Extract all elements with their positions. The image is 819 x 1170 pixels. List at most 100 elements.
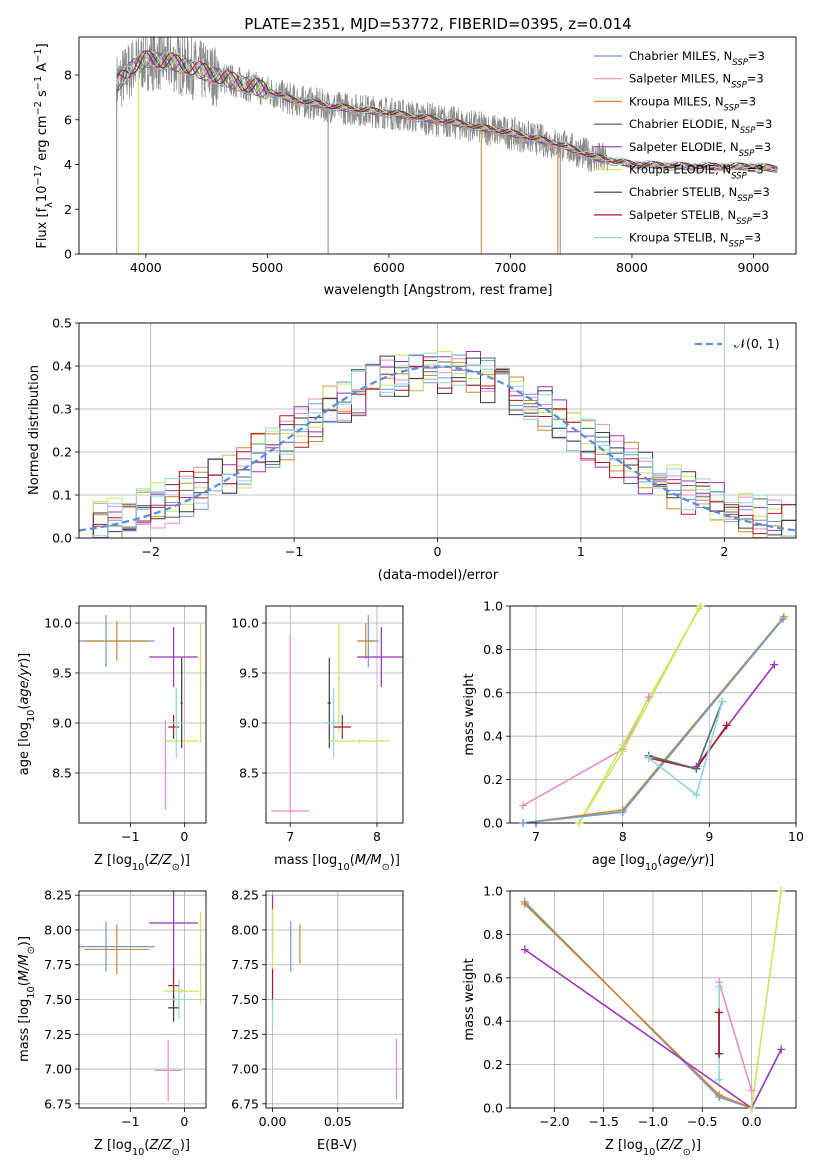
y-tick-label: 4 (64, 157, 72, 172)
weight-marker (722, 721, 731, 730)
y-tick-label: 0.0 (483, 816, 503, 831)
x-tick-label: −2 (141, 544, 159, 559)
y-tick-label: 7.25 (44, 1027, 72, 1042)
y-tick-label: 7.75 (44, 957, 72, 972)
y-axis-label: Normed distribution (27, 365, 42, 495)
x-tick-label: 0.05 (324, 1114, 352, 1129)
weight-marker (618, 747, 627, 756)
weight-marker (770, 660, 779, 669)
legend-label: 𝒩(0, 1) (734, 336, 780, 351)
legend-label: Kroupa MILES, NSSP=3 (629, 94, 756, 113)
plot-area (79, 350, 796, 538)
age-vs-metallicity-panel: −1 0 8.5 9.0 9.5 10.0 Z [log10(Z/Z⊙)] age [log1… (17, 605, 207, 873)
x-tick-label: 0.00 (259, 1114, 287, 1129)
x-axis-label: Z [log10(Z/Z⊙)] (94, 1138, 190, 1158)
plot-area (79, 615, 202, 810)
x-tick-label: 7000 (495, 260, 527, 275)
x-tick-label: 0.0 (742, 1114, 762, 1129)
plot-area (271, 895, 398, 1100)
legend-label: Salpeter MILES, NSSP=3 (629, 72, 764, 91)
y-tick-label: 0.2 (483, 1057, 503, 1072)
x-tick-label: −1.5 (589, 1114, 619, 1129)
y-axis-label: age [log10(age/yr)] (17, 653, 37, 776)
axes-frame (509, 890, 797, 1109)
x-tick-label: 8000 (616, 260, 648, 275)
weight-marker (715, 1008, 724, 1017)
y-tick-label: 10.0 (231, 616, 259, 631)
residual-histogram (79, 352, 796, 538)
spectrum-legend: Chabrier MILES, NSSP=3 Salpeter MILES, NS… (594, 49, 772, 250)
x-axis-label: (data-model)/error (378, 568, 499, 583)
residuals-panel: −2 −1 0 1 2 0.0 0.1 0.2 0.3 0.4 0.5 𝒩(0, 1) (data-mo… (27, 316, 797, 583)
y-tick-label: 7.50 (44, 992, 72, 1007)
y-tick-label: 9.5 (239, 666, 259, 681)
weight-marker (519, 819, 527, 827)
x-axis-label: Z [log10(Z/Z⊙)] (605, 1138, 701, 1158)
plot-area (116, 37, 779, 254)
x-axis-label: mass [log10(M/M⊙)] (274, 853, 400, 873)
y-tick-label: 7.50 (231, 992, 259, 1007)
y-tick-label: 0.6 (483, 970, 503, 985)
weight-marker (519, 801, 527, 810)
legend-label: Salpeter ELODIE, NSSP=3 (629, 140, 771, 159)
axes-frame (78, 322, 797, 539)
weight-marker (618, 808, 627, 817)
mass-vs-extinction-panel: 0.00 0.05 6.75 7.00 7.25 7.50 7.75 8.00 8.25 E(B-… (231, 888, 404, 1153)
weight-marker (747, 1104, 756, 1112)
x-tick-label: 6000 (373, 260, 405, 275)
weight-series-line (718, 981, 753, 1091)
weight-marker (747, 1086, 756, 1095)
y-tick-label: 8 (64, 68, 72, 83)
y-tick-label: 8.00 (44, 922, 72, 937)
x-tick-label: 8 (373, 829, 381, 844)
y-tick-label: 1.0 (483, 599, 503, 614)
weight-vs-metallicity-panel: −2.0 −1.5 −1.0 −0.5 0.0 0.0 0.2 0.4 0.6 0.8 1.0 Z [… (462, 884, 797, 1158)
y-tick-label: 9.0 (52, 716, 72, 731)
axes-frame (78, 605, 207, 824)
weight-marker (520, 900, 529, 909)
y-tick-label: 6.75 (44, 1096, 72, 1111)
x-tick-label: −1 (285, 544, 303, 559)
x-tick-label: 7 (532, 829, 540, 844)
mass-vs-metallicity-panel: −1 0 6.75 7.00 7.25 7.50 7.75 8.00 8.25 Z [log10(… (17, 888, 207, 1158)
plot-area (79, 891, 202, 1102)
y-tick-label: 6 (64, 112, 72, 127)
y-tick-label: 0.8 (483, 642, 503, 657)
weight-marker (520, 945, 529, 954)
weight-vs-age-panel: 7 8 9 10 0.0 0.2 0.4 0.6 0.8 1.0 age [log10(age/yr… (462, 599, 804, 873)
axes-frame (78, 890, 207, 1109)
weight-marker (715, 982, 724, 991)
weight-series-line (522, 696, 650, 807)
y-tick-label: 10.0 (44, 616, 72, 631)
y-tick-label: 0.2 (52, 445, 72, 460)
y-axis-label: mass weight (462, 958, 477, 1040)
x-tick-label: −1 (121, 829, 139, 844)
weight-marker (777, 887, 786, 895)
figure-title: PLATE=2351, MJD=53772, FIBERID=0395, z=0… (244, 15, 631, 33)
y-tick-label: 0.0 (52, 531, 72, 546)
weight-marker (715, 1075, 724, 1084)
y-tick-label: 2 (64, 202, 72, 217)
plot-area (271, 615, 403, 813)
weight-marker (718, 697, 727, 706)
weight-marker (779, 615, 787, 624)
x-tick-label: −0.5 (687, 1114, 717, 1129)
axes-frame (265, 605, 404, 824)
x-tick-label: 9 (705, 829, 713, 844)
y-tick-label: 0.8 (483, 927, 503, 942)
x-axis-label: wavelength [Angstrom, rest frame] (324, 283, 553, 298)
legend-label: Chabrier ELODIE, NSSP=3 (629, 117, 772, 136)
x-tick-label: −1.0 (638, 1114, 668, 1129)
weight-marker (644, 753, 653, 762)
x-tick-label: −1 (121, 1114, 139, 1129)
x-tick-label: 0 (180, 1114, 188, 1129)
weight-marker (694, 604, 703, 613)
y-tick-label: 0.4 (483, 729, 503, 744)
weight-series-line (524, 901, 752, 1108)
x-tick-label: 0 (434, 544, 442, 559)
model-spectrum-line (116, 52, 778, 171)
y-axis-label: mass [log10(M/M⊙)] (17, 936, 37, 1062)
weight-marker (692, 764, 701, 773)
y-tick-label: 8.25 (44, 888, 72, 903)
